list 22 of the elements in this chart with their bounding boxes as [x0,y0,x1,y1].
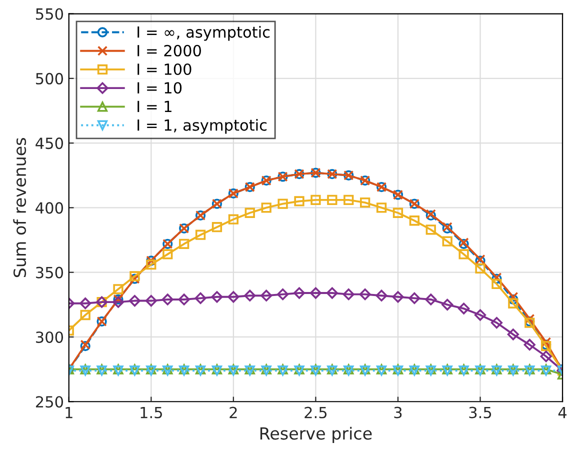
legend-label: I = 10 [138,82,182,94]
x-tick-label: 3 [394,406,402,418]
y-tick-label: 400 [36,202,64,214]
x-tick-label: 1.5 [140,406,162,418]
y-tick-label: 350 [36,266,64,278]
x-tick-label: 1 [66,406,72,418]
legend-label: I = 2000 [138,44,201,56]
legend-label: I = 1, asymptotic [138,119,267,134]
y-tick-label: 250 [36,396,64,408]
x-tick-label: 3.5 [469,406,492,418]
legend-label: I = 1 [138,100,172,112]
y-tick-label: 450 [36,138,64,150]
y-tick-label: 500 [36,72,64,84]
legend-label: I = 100 [138,63,192,76]
y-tick-label: 550 [36,8,64,20]
x-axis-title: Reserve price [260,426,372,443]
x-tick-label: 4 [558,406,567,418]
x-tick-label: 2.5 [304,406,327,418]
y-axis-title: Sum of revenues [13,138,26,278]
y-tick-label: 300 [36,331,64,344]
x-tick-label: 2 [230,406,237,418]
legend-label: I = ∞, asymptotic [138,26,270,41]
